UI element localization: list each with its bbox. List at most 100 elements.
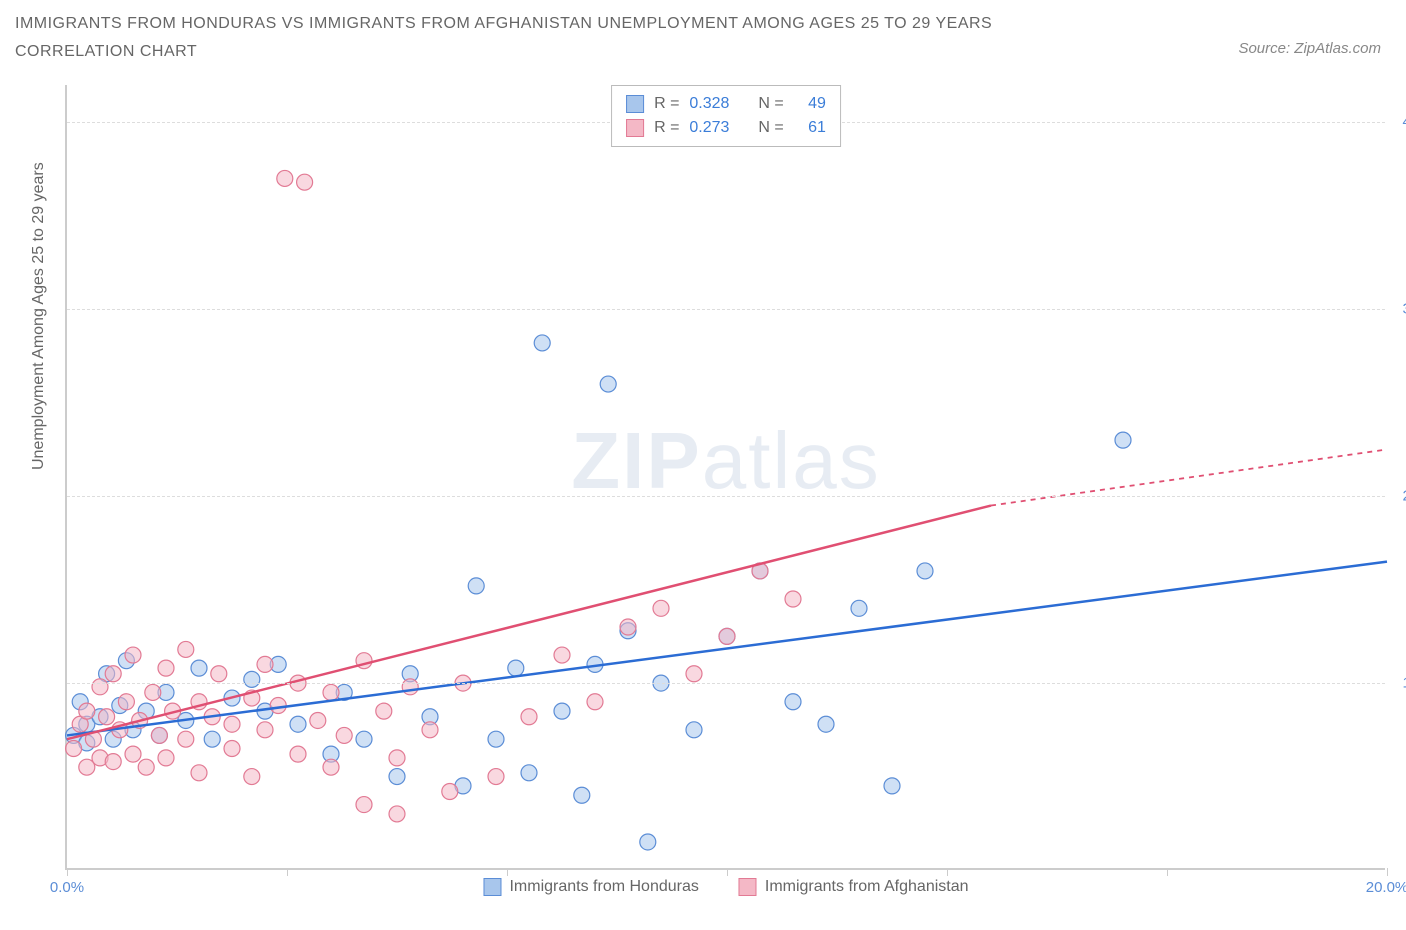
- stats-row-afghanistan: R = 0.273 N = 61: [626, 116, 826, 140]
- data-point: [125, 746, 141, 762]
- data-point: [376, 703, 392, 719]
- data-point: [640, 834, 656, 850]
- data-point: [534, 335, 550, 351]
- data-point: [211, 666, 227, 682]
- data-point: [389, 769, 405, 785]
- data-point: [554, 647, 570, 663]
- data-point: [99, 709, 115, 725]
- data-point: [554, 703, 570, 719]
- data-point: [587, 694, 603, 710]
- data-point: [356, 731, 372, 747]
- plot-region: ZIPatlas R = 0.328 N = 49 R = 0.273 N = …: [65, 85, 1385, 870]
- data-point: [422, 722, 438, 738]
- data-point: [336, 727, 352, 743]
- xtick: [727, 868, 728, 876]
- scatter-svg: [67, 85, 1387, 870]
- data-point: [138, 759, 154, 775]
- data-point: [442, 784, 458, 800]
- data-point: [389, 806, 405, 822]
- data-point: [224, 741, 240, 757]
- data-point: [290, 746, 306, 762]
- data-point: [151, 727, 167, 743]
- data-point: [653, 600, 669, 616]
- data-point: [323, 759, 339, 775]
- data-point: [92, 679, 108, 695]
- data-point: [851, 600, 867, 616]
- data-point: [785, 694, 801, 710]
- data-point: [719, 628, 735, 644]
- data-point: [1115, 432, 1131, 448]
- data-point: [66, 741, 82, 757]
- legend-swatch-afghanistan: [739, 878, 757, 896]
- legend-item-afghanistan: Immigrants from Afghanistan: [739, 878, 969, 896]
- xtick: [67, 868, 68, 876]
- data-point: [600, 376, 616, 392]
- data-point: [468, 578, 484, 594]
- legend-item-honduras: Immigrants from Honduras: [483, 878, 698, 896]
- data-point: [145, 684, 161, 700]
- swatch-afghanistan: [626, 119, 644, 137]
- trendline: [67, 506, 991, 740]
- data-point: [356, 797, 372, 813]
- data-point: [79, 703, 95, 719]
- data-point: [488, 769, 504, 785]
- source-attribution: Source: ZipAtlas.com: [1238, 40, 1381, 57]
- ytick-label: 10.0%: [1390, 675, 1406, 692]
- data-point: [118, 694, 134, 710]
- data-point: [105, 754, 121, 770]
- data-point: [488, 731, 504, 747]
- xtick-label: 0.0%: [50, 879, 84, 896]
- ytick-label: 30.0%: [1390, 301, 1406, 318]
- swatch-honduras: [626, 95, 644, 113]
- data-point: [270, 698, 286, 714]
- data-point: [508, 660, 524, 676]
- data-point: [178, 641, 194, 657]
- data-point: [521, 709, 537, 725]
- data-point: [686, 722, 702, 738]
- data-point: [257, 656, 273, 672]
- xtick: [507, 868, 508, 876]
- data-point: [191, 765, 207, 781]
- data-point: [389, 750, 405, 766]
- xtick-label: 20.0%: [1366, 879, 1406, 896]
- data-point: [574, 787, 590, 803]
- legend-swatch-honduras: [483, 878, 501, 896]
- data-point: [323, 684, 339, 700]
- gridline: [67, 309, 1385, 310]
- data-point: [290, 716, 306, 732]
- data-point: [884, 778, 900, 794]
- ytick-label: 40.0%: [1390, 114, 1406, 131]
- trendline: [67, 562, 1387, 736]
- data-point: [521, 765, 537, 781]
- data-point: [310, 712, 326, 728]
- chart-area: ZIPatlas R = 0.328 N = 49 R = 0.273 N = …: [65, 85, 1385, 870]
- y-axis-label: Unemployment Among Ages 25 to 29 years: [30, 162, 48, 470]
- data-point: [244, 769, 260, 785]
- data-point: [257, 722, 273, 738]
- gridline: [67, 496, 1385, 497]
- chart-title-line1: IMMIGRANTS FROM HONDURAS VS IMMIGRANTS F…: [15, 10, 1391, 38]
- gridline: [67, 683, 1385, 684]
- stats-row-honduras: R = 0.328 N = 49: [626, 92, 826, 116]
- data-point: [277, 170, 293, 186]
- data-point: [686, 666, 702, 682]
- data-point: [158, 750, 174, 766]
- data-point: [178, 731, 194, 747]
- xtick: [947, 868, 948, 876]
- data-point: [244, 671, 260, 687]
- xtick: [1167, 868, 1168, 876]
- data-point: [620, 619, 636, 635]
- xtick: [1387, 868, 1388, 876]
- chart-title-line2: CORRELATION CHART: [15, 38, 1391, 66]
- data-point: [158, 660, 174, 676]
- data-point: [917, 563, 933, 579]
- data-point: [402, 679, 418, 695]
- data-point: [224, 716, 240, 732]
- data-point: [125, 647, 141, 663]
- stats-legend: R = 0.328 N = 49 R = 0.273 N = 61: [611, 85, 841, 147]
- data-point: [818, 716, 834, 732]
- data-point: [204, 731, 220, 747]
- xtick: [287, 868, 288, 876]
- series-legend: Immigrants from Honduras Immigrants from…: [483, 878, 968, 896]
- ytick-label: 20.0%: [1390, 488, 1406, 505]
